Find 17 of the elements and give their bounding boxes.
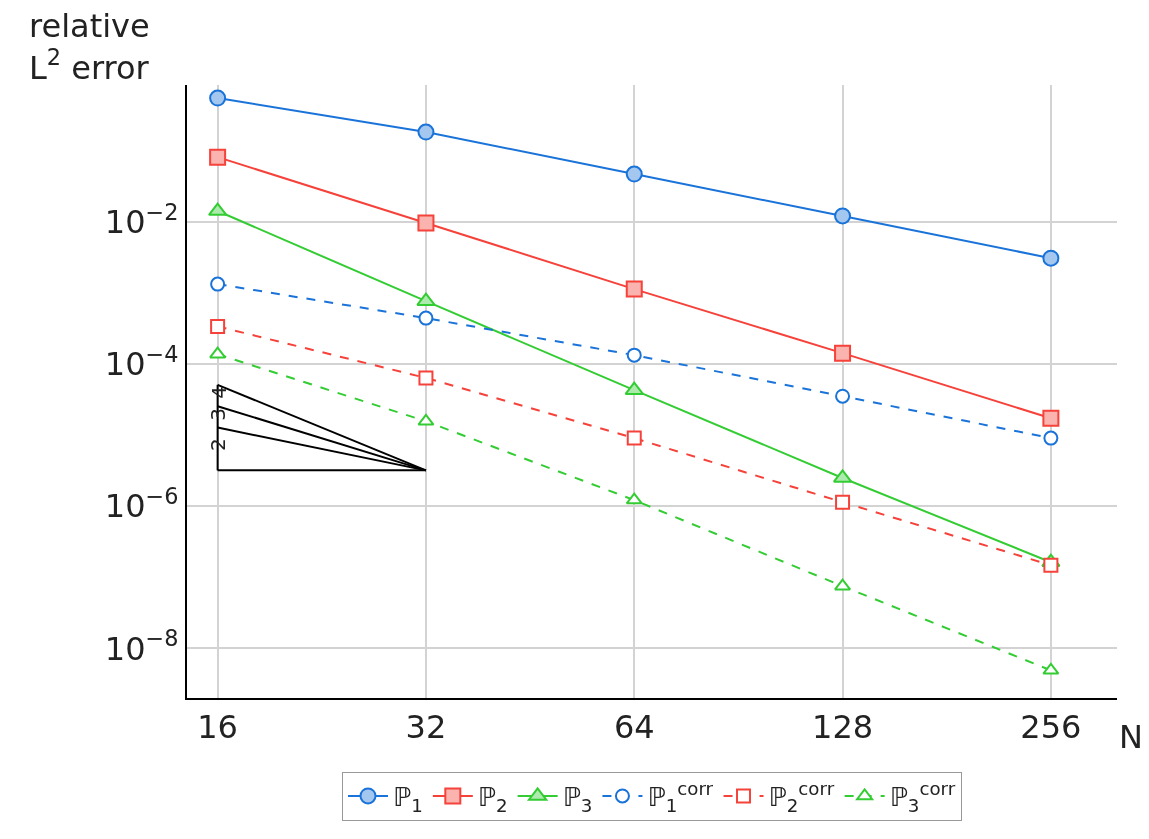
y-tick-label: 10$^{−8}$ (104, 625, 179, 668)
annotation: 2 (206, 438, 231, 451)
x-tick-label: 16 (197, 708, 238, 747)
legend-label: ℙ$_{2}$ (477, 782, 508, 816)
x-tick-label: 32 (405, 708, 447, 747)
x-tick-label: 128 (812, 708, 874, 747)
y-tick-label: 10$^{−4}$ (104, 340, 179, 384)
legend-label: ℙ$_{3}$ (562, 782, 593, 816)
y-tick-label: 10$^{−2}$ (104, 198, 179, 242)
x-axis-title: N (1119, 718, 1143, 756)
y-tick-label: 10$^{−6}$ (104, 483, 179, 526)
x-tick-label: 64 (613, 708, 655, 747)
annotation: 4 (206, 386, 231, 399)
x-tick-label: 256 (1020, 708, 1082, 747)
legend-label: ℙ$_{1}$ (393, 782, 423, 816)
annotation: 3 (206, 408, 231, 421)
y-axis-title: relative L$^{2}$ error (29, 7, 150, 87)
